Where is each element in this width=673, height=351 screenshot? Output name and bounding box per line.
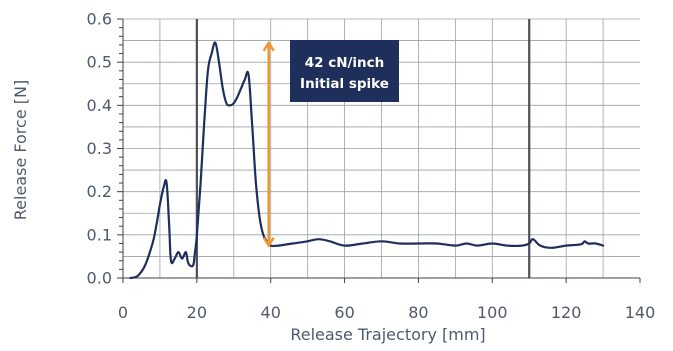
x-tick-label: 0 (118, 303, 128, 322)
annotation-arrow-head-top (262, 41, 275, 52)
y-tick-label: 0.6 (87, 10, 112, 29)
y-axis-title: Release Force [N] (11, 80, 30, 220)
y-tick-label: 0.4 (87, 96, 112, 115)
y-tick-label: 0.0 (87, 269, 112, 288)
series (129, 41, 605, 280)
x-tick-label: 80 (408, 303, 428, 322)
annotation-arrow-head-bottom (262, 236, 275, 247)
x-tick-label: 100 (477, 303, 508, 322)
x-tick-label: 20 (187, 303, 207, 322)
x-tick-label: 140 (625, 303, 656, 322)
y-tick-label: 0.1 (87, 225, 112, 244)
x-axis-title: Release Trajectory [mm] (290, 325, 485, 344)
axes: 0.0 0.1 0.2 0.3 0.4 0.5 0.6 0 20 40 60 80 100 120 140 (87, 10, 656, 323)
series-line (129, 41, 605, 280)
y-tick-label: 0.5 (87, 53, 112, 72)
labels: Release Trajectory [mm] Release Force [N… (11, 80, 486, 344)
x-tick-label: 120 (551, 303, 582, 322)
x-tick-label: 60 (334, 303, 354, 322)
annotation: 42 cN/inch Initial spike (262, 40, 399, 247)
y-tick-label: 0.3 (87, 139, 112, 158)
annotation-line-2: Initial spike (300, 76, 389, 92)
annotation-box (290, 40, 399, 102)
annotation-line-1: 42 cN/inch (305, 55, 385, 71)
x-tick-label: 40 (261, 303, 281, 322)
y-tick-label: 0.2 (87, 182, 112, 201)
